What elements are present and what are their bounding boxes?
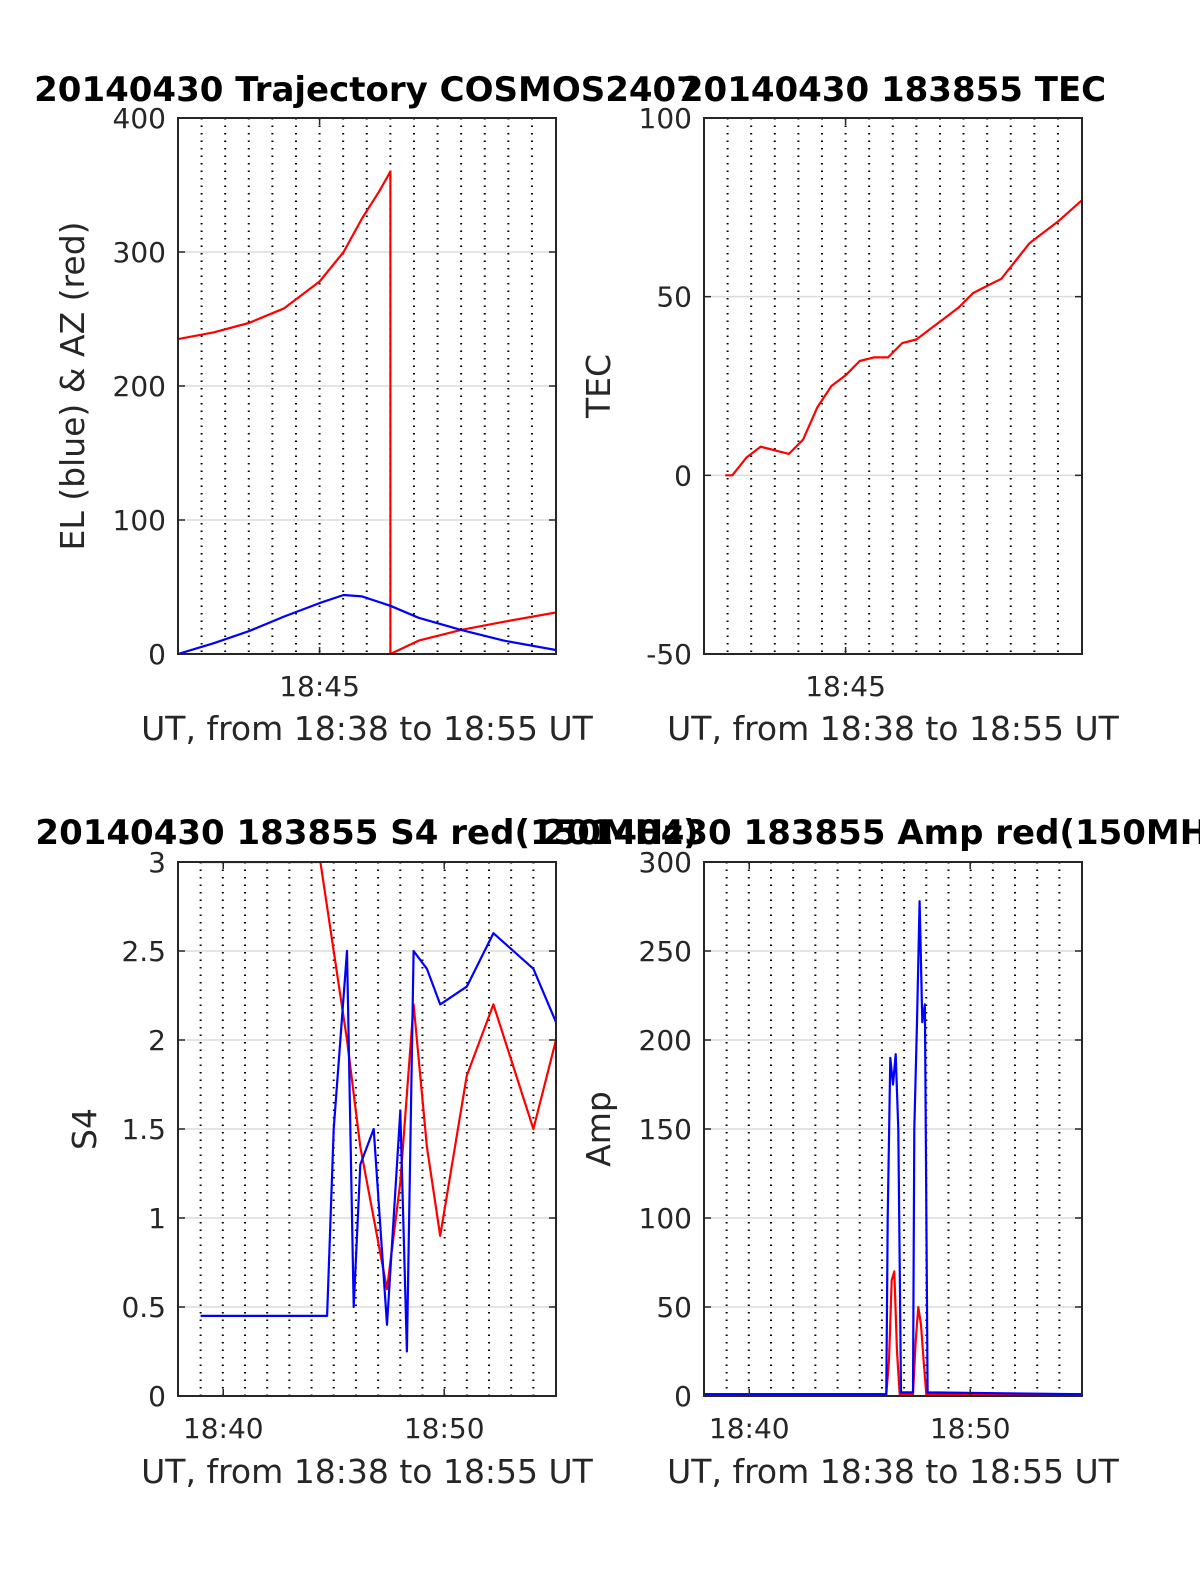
grid-layer: [704, 862, 1082, 1396]
y-tick-label: 300: [113, 236, 166, 269]
series-line-red: [200, 862, 556, 1291]
y-tick-label: 0.5: [121, 1291, 166, 1324]
x-axis-label: UT, from 18:38 to 18:55 UT: [141, 1452, 594, 1491]
y-tick-label: 100: [639, 102, 692, 135]
chart-title: 20140430 183855 S4 red(150MHz): [35, 813, 698, 853]
grid-layer: [178, 118, 556, 654]
y-axis-label: Amp: [579, 1091, 618, 1167]
ticks-layer: 0 0.5 1 1.5 2 2.5 3 18:40 18:50: [121, 846, 556, 1445]
series-line-red: [704, 1270, 1082, 1396]
y-axis-label: TEC: [579, 354, 618, 419]
ticks-layer: 0 50 100 150 200 250 300 18:40 18:50: [639, 846, 1082, 1445]
y-tick-label: -50: [646, 638, 692, 671]
y-tick-label: 400: [113, 102, 166, 135]
panel-s4: 0 0.5 1 1.5 2 2.5 3 18:40 18:50 20140430 183855 …: [35, 813, 698, 1491]
x-axis-label: UT, from 18:38 to 18:55 UT: [667, 1452, 1120, 1491]
series-layer: [725, 199, 1082, 477]
x-axis-label: UT, from 18:38 to 18:55 UT: [141, 709, 594, 748]
series-line-blue: [704, 900, 1082, 1396]
y-tick-label: 50: [656, 281, 692, 314]
y-tick-label: 200: [639, 1024, 692, 1057]
series-line-blue: [178, 593, 556, 654]
series-line-red: [178, 170, 556, 654]
x-tick-label: 18:45: [805, 670, 886, 703]
y-tick-label: 1: [148, 1202, 166, 1235]
chart-title: 20140430 183855 TEC: [680, 70, 1106, 110]
chart-title: 20140430 Trajectory COSMOS2407: [34, 70, 700, 110]
y-tick-label: 100: [113, 504, 166, 537]
panel-trajectory: 0 100 200 300 400 18:45 20140430 Trajectory C…: [34, 70, 700, 748]
axes-box: [703, 117, 1083, 655]
y-axis-label: S4: [65, 1108, 104, 1150]
y-axis-label: EL (blue) & AZ (red): [53, 221, 92, 550]
y-tick-label: 100: [639, 1202, 692, 1235]
series-layer: [704, 900, 1082, 1396]
y-tick-label: 50: [656, 1291, 692, 1324]
y-tick-label: 1.5: [121, 1113, 166, 1146]
x-tick-label: 18:45: [279, 670, 360, 703]
y-tick-label: 2.5: [121, 935, 166, 968]
panel-amp: 0 50 100 150 200 250 300 18:40 18:50 20140430 18…: [542, 813, 1200, 1491]
y-tick-label: 0: [148, 638, 166, 671]
series-line-red: [725, 199, 1082, 477]
grid-layer: [178, 862, 556, 1396]
panel-tec: -50 0 50 100 18:45 20140430 183855 TEC UT, f…: [579, 70, 1120, 748]
y-tick-label: 2: [148, 1024, 166, 1057]
y-tick-label: 200: [113, 370, 166, 403]
x-tick-label: 18:50: [930, 1412, 1011, 1445]
ticks-layer: -50 0 50 100 18:45: [639, 102, 1082, 703]
y-tick-label: 0: [674, 459, 692, 492]
y-tick-label: 0: [674, 1380, 692, 1413]
ticks-layer: 0 100 200 300 400 18:45: [113, 102, 556, 703]
x-tick-label: 18:40: [183, 1412, 264, 1445]
x-tick-label: 18:50: [404, 1412, 485, 1445]
chart-title: 20140430 183855 Amp red(150MHz): [542, 813, 1200, 853]
x-axis-label: UT, from 18:38 to 18:55 UT: [667, 709, 1120, 748]
series-layer: [178, 170, 556, 654]
y-tick-label: 0: [148, 1380, 166, 1413]
y-tick-label: 250: [639, 935, 692, 968]
y-tick-label: 300: [639, 846, 692, 879]
grid-layer: [704, 118, 1082, 654]
y-tick-label: 150: [639, 1113, 692, 1146]
series-line-blue: [200, 932, 556, 1353]
x-tick-label: 18:40: [709, 1412, 790, 1445]
y-tick-label: 3: [148, 846, 166, 879]
series-layer: [200, 862, 556, 1353]
